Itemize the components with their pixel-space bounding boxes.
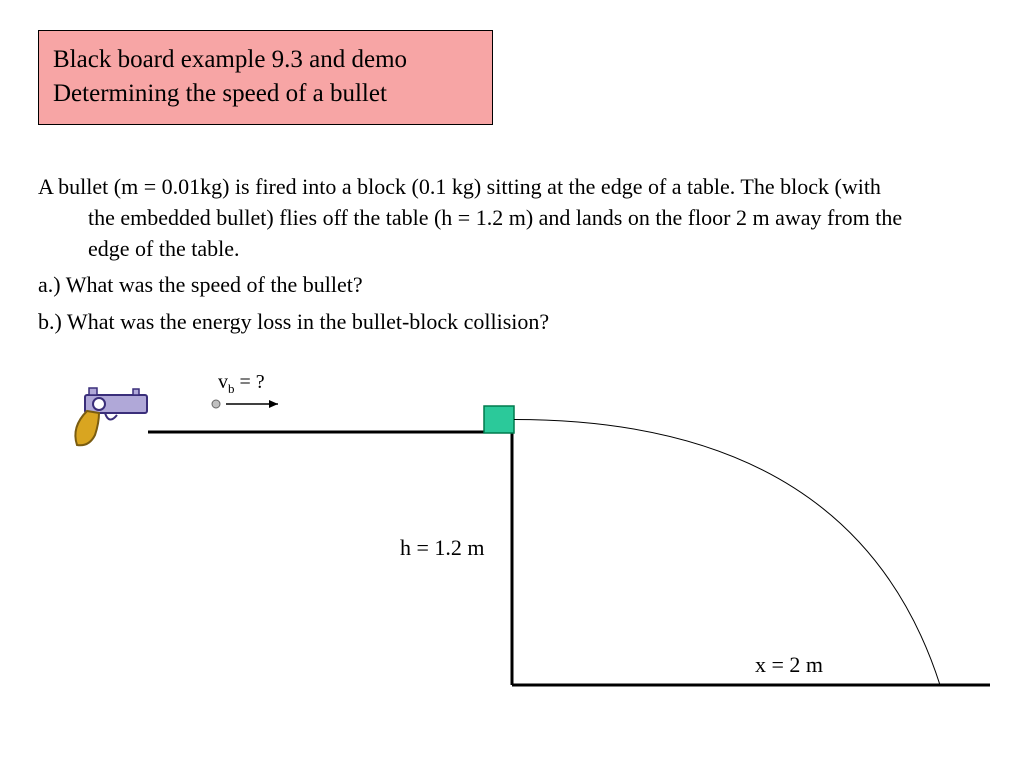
question-a: a.) What was the speed of the bullet? [38,270,908,301]
bullet-dot [212,400,220,408]
title-line-2: Determining the speed of a bullet [53,77,478,111]
problem-main-para: A bullet (m = 0.01kg) is fired into a bl… [38,172,908,264]
trajectory-arc [514,420,940,686]
velocity-label: vb = ? [218,371,265,396]
problem-text: A bullet (m = 0.01kg) is fired into a bl… [38,172,908,338]
distance-label: x = 2 m [755,652,823,677]
title-line-1: Black board example 9.3 and demo [53,43,478,77]
title-box: Black board example 9.3 and demo Determi… [38,30,493,125]
block-rect [484,406,514,433]
velocity-arrowhead [269,400,278,408]
question-b: b.) What was the energy loss in the bull… [38,307,908,338]
height-label: h = 1.2 m [400,535,485,560]
gun-icon [75,388,147,445]
